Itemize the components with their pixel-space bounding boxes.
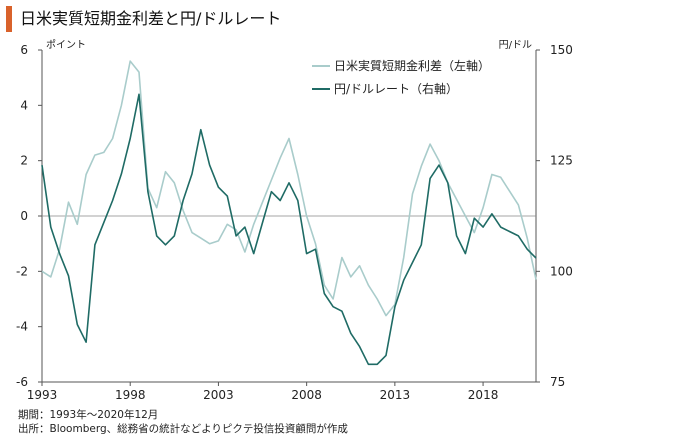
source-note: 出所：Bloomberg、総務省の統計などよりピクテ投信投資顧問が作成 [18, 423, 348, 435]
x-tick-label: 2018 [468, 388, 499, 402]
x-tick-label: 1993 [27, 388, 58, 402]
legend-label-usdjpy: 円/ドルレート（右軸） [334, 81, 458, 96]
x-tick-label: 1998 [115, 388, 146, 402]
x-tick-label: 2008 [291, 388, 322, 402]
left-tick-label: -4 [16, 320, 28, 334]
series-line-rate-spread [41, 60, 537, 317]
series-line-usdjpy [41, 93, 537, 366]
period-note: 期間：1993年～2020年12月 [18, 409, 159, 421]
left-tick-label: 0 [20, 209, 28, 223]
left-tick-label: 6 [20, 43, 28, 57]
left-tick-label: 2 [20, 154, 28, 168]
left-tick-label: -2 [16, 264, 28, 278]
legend-label-rate-spread: 日米実質短期金利差（左軸） [334, 58, 490, 73]
left-tick-label: 4 [20, 98, 28, 112]
title-accent-bar [6, 6, 12, 32]
right-tick-label: 100 [550, 264, 573, 278]
right-tick-label: 125 [550, 154, 573, 168]
x-tick-label: 2003 [203, 388, 234, 402]
x-tick-label: 2013 [380, 388, 411, 402]
right-tick-label: 75 [550, 375, 565, 389]
legend: 日米実質短期金利差（左軸） 円/ドルレート（右軸） [312, 58, 490, 96]
right-axis-ticks: 150 125 100 75 [536, 43, 573, 389]
left-axis-ticks: 6 4 2 0 -2 -4 -6 [16, 43, 42, 389]
left-tick-label: -6 [16, 375, 28, 389]
right-axis-unit: 円/ドル [499, 40, 532, 51]
chart-title: 日米実質短期金利差と円/ドルレート [20, 9, 282, 28]
right-tick-label: 150 [550, 43, 573, 57]
left-axis-unit: ポイント [46, 39, 86, 51]
chart-notes: 期間：1993年～2020年12月 出所：Bloomberg、総務省の統計などよ… [18, 408, 348, 436]
x-axis-ticks: 1993 1998 2003 2008 2013 2018 [27, 382, 499, 402]
